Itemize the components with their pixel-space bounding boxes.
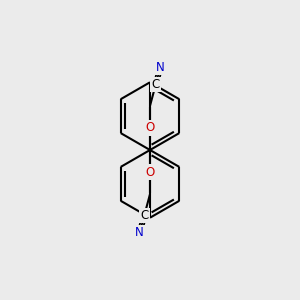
Text: C: C [152, 78, 160, 91]
Text: C: C [152, 78, 160, 91]
Text: O: O [146, 122, 154, 134]
Text: C: C [140, 209, 148, 222]
Text: N: N [156, 61, 165, 74]
Text: C: C [140, 209, 148, 222]
Text: O: O [146, 166, 154, 178]
Text: N: N [135, 226, 144, 239]
